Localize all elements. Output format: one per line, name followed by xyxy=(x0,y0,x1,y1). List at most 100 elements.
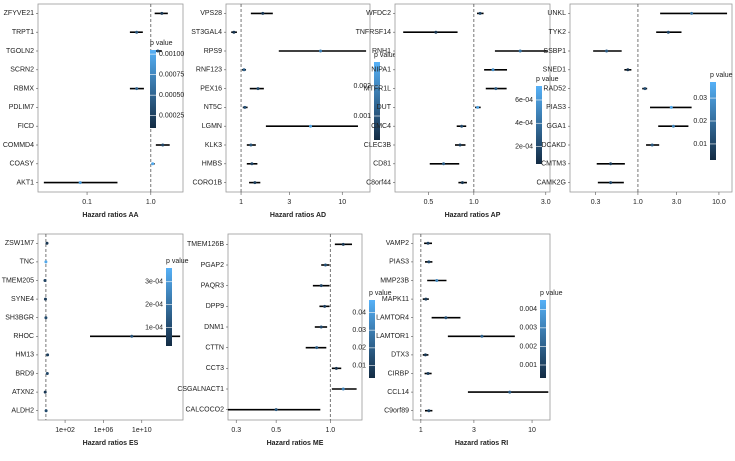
hazard-point xyxy=(434,30,438,34)
x-tick-label: 1 xyxy=(239,199,243,206)
hazard-point xyxy=(423,353,427,357)
panel-frame xyxy=(37,233,184,421)
y-tick-label: RBMX xyxy=(14,85,35,92)
hazard-point xyxy=(666,30,670,34)
y-tick-label: TGOLN2 xyxy=(6,48,34,55)
y-tick-label: SNED1 xyxy=(543,67,566,74)
y-tick-label: RAD52 xyxy=(543,85,566,92)
hazard-point xyxy=(45,241,49,245)
y-tick-label: TNC xyxy=(20,259,34,266)
hazard-point xyxy=(43,390,47,394)
x-tick-label: 1.0 xyxy=(146,199,156,206)
hazard-point xyxy=(44,260,48,264)
colorbar-tick-label: 0.001 xyxy=(519,362,537,369)
legend-title: p value xyxy=(710,72,733,79)
y-tick-label: TRPT1 xyxy=(12,29,34,36)
y-tick-label: CTTN xyxy=(205,345,224,352)
hazard-point xyxy=(135,87,139,91)
x-axis-title: Hazard ratios ME xyxy=(267,440,324,447)
hazard-point xyxy=(309,124,313,128)
hazard-point xyxy=(130,334,134,338)
legend-title: p value xyxy=(369,290,392,297)
y-tick-label: PDLIM7 xyxy=(9,104,34,111)
legend-title: p value xyxy=(150,40,173,47)
hazard-point xyxy=(334,366,338,370)
hazard-point xyxy=(253,181,257,185)
x-tick-label: 0.5 xyxy=(271,427,281,434)
hazard-point xyxy=(151,162,155,166)
y-tick-label: NIPA1 xyxy=(371,67,391,74)
y-tick-label: LAMTOR4 xyxy=(376,315,409,322)
hazard-point xyxy=(44,316,48,320)
hazard-point xyxy=(609,181,613,185)
legend-title: p value xyxy=(374,52,397,59)
hazard-point xyxy=(341,242,345,246)
y-tick-label: CMTM3 xyxy=(541,161,566,168)
y-tick-label: PGAP2 xyxy=(201,262,224,269)
x-tick-label: 0.1 xyxy=(82,199,92,206)
y-tick-label: PIAS3 xyxy=(546,104,566,111)
hazard-point xyxy=(444,316,448,320)
hazard-point xyxy=(319,284,323,288)
y-tick-label: KLK3 xyxy=(205,142,222,149)
hazard-point xyxy=(135,30,139,34)
hazard-point xyxy=(323,263,327,267)
hazard-point xyxy=(319,325,323,329)
x-axis-title: Hazard ratios AP xyxy=(445,212,501,219)
hazard-point xyxy=(274,408,278,412)
y-tick-label: CALCOCO2 xyxy=(185,407,224,414)
x-tick-label: 1e+10 xyxy=(132,427,152,434)
panel-frame xyxy=(37,3,184,193)
hazard-point xyxy=(250,162,254,166)
hazard-point xyxy=(458,143,462,147)
colorbar-tick-label: 0.02 xyxy=(693,118,707,125)
y-tick-label: PIAS3 xyxy=(389,259,409,266)
hazard-point xyxy=(690,11,694,15)
hazard-point xyxy=(242,68,246,72)
hazard-point xyxy=(43,297,47,301)
hazard-point xyxy=(671,124,675,128)
legend-title: p value xyxy=(540,290,563,297)
y-tick-label: CIRBP xyxy=(388,370,410,377)
colorbar-tick-label: 0.01 xyxy=(352,362,366,369)
hazard-point xyxy=(650,143,654,147)
y-tick-label: DNM1 xyxy=(204,324,224,331)
colorbar-tick-label: 0.003 xyxy=(519,325,537,332)
hazard-point xyxy=(460,181,464,185)
hazard-point xyxy=(43,279,47,282)
x-tick-label: 0.5 xyxy=(424,199,434,206)
y-tick-label: MTFR1L xyxy=(364,85,391,92)
hazard-point xyxy=(435,279,439,282)
y-tick-label: TNFRSF14 xyxy=(356,29,392,36)
y-tick-label: LAMTOR1 xyxy=(376,333,409,340)
y-tick-label: BRD9 xyxy=(15,370,34,377)
hazard-point xyxy=(518,49,522,53)
colorbar xyxy=(374,62,380,140)
y-tick-label: SSBP1 xyxy=(543,48,566,55)
hazard-point xyxy=(44,409,48,413)
y-tick-label: AKT1 xyxy=(16,179,34,186)
colorbar-tick-label: 6e-04 xyxy=(515,97,533,104)
hazard-point xyxy=(341,387,345,391)
y-tick-label: VAMP2 xyxy=(386,240,409,247)
y-tick-label: NT5C xyxy=(204,104,222,111)
y-tick-label: CCL14 xyxy=(387,389,409,396)
y-tick-label: PAQR3 xyxy=(201,283,224,290)
x-axis-title: Hazard ratios AA xyxy=(82,212,138,219)
y-tick-label: TMEM126B xyxy=(187,241,224,248)
hazard-point xyxy=(261,11,265,15)
hazard-point xyxy=(609,162,613,166)
y-tick-label: C8orf44 xyxy=(366,179,391,186)
y-tick-label: MAPK11 xyxy=(382,296,409,303)
y-tick-label: GGA1 xyxy=(547,123,567,130)
colorbar-tick-label: 0.03 xyxy=(693,95,707,102)
y-tick-label: CMC4 xyxy=(371,123,391,130)
y-tick-label: RPS9 xyxy=(204,48,222,55)
colorbar xyxy=(536,86,542,164)
hazard-point xyxy=(478,11,482,15)
x-tick-label: 1e+06 xyxy=(94,427,114,434)
x-tick-label: 0.3 xyxy=(591,199,601,206)
y-tick-label: COMMD4 xyxy=(3,142,34,149)
colorbar-tick-label: 4e-04 xyxy=(515,120,533,127)
